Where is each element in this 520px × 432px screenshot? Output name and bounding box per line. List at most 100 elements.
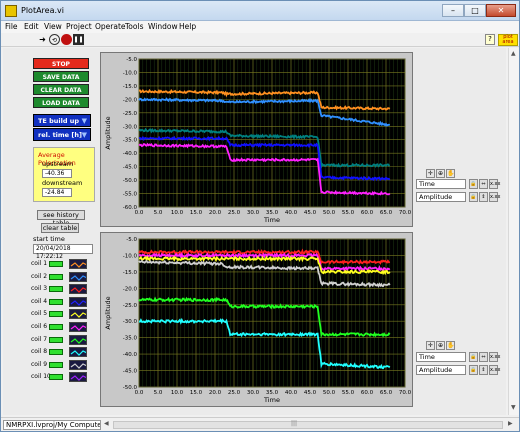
- coil-label: coil 4: [31, 297, 48, 305]
- autoscale-icon[interactable]: ⇕: [479, 365, 488, 375]
- coil-row: coil 6: [31, 322, 101, 332]
- scroll-down-icon[interactable]: ▼: [511, 404, 516, 411]
- coil-led[interactable]: [49, 261, 63, 267]
- coil-plot-style-swatch[interactable]: [69, 259, 87, 269]
- menu-view[interactable]: View: [44, 22, 62, 31]
- stop-button[interactable]: STOP: [33, 58, 89, 69]
- lock-icon[interactable]: 🔒: [469, 352, 478, 362]
- scroll-left-icon[interactable]: ◀: [104, 420, 109, 427]
- coil-led[interactable]: [49, 311, 63, 318]
- upper-graph-svg: 0.0 5.0 10.0 15.0 20.0 25.0 30.0 35.0 40.0 45.0 50…: [104, 57, 412, 224]
- format-icon[interactable]: x.xx: [489, 352, 501, 362]
- format-icon[interactable]: x.xx: [489, 179, 501, 189]
- coil-label: coil 8: [31, 348, 48, 356]
- clear-table-button[interactable]: clear table: [41, 223, 79, 233]
- coil-plot-style-swatch[interactable]: [69, 271, 87, 282]
- coil-led[interactable]: [49, 286, 63, 293]
- time-selector[interactable]: rel. time [h] ▼: [33, 128, 91, 141]
- legend-row-amplitude-lower[interactable]: Amplitude 🔒 ⇕ x.xx: [416, 365, 508, 375]
- x-tick-label: 30.0: [247, 390, 260, 396]
- save-data-button[interactable]: SAVE DATA: [33, 71, 89, 82]
- x-tick-label: 5.0: [154, 390, 163, 396]
- downstream-label: downstream: [42, 179, 83, 187]
- coil-led[interactable]: [49, 336, 63, 343]
- mode-selector-label: TE build up: [38, 117, 80, 125]
- legend-row-time-upper[interactable]: Time 🔒 ⇔ x.xx: [416, 179, 508, 189]
- scroll-up-icon[interactable]: ▲: [511, 50, 516, 57]
- load-data-button[interactable]: LOAD DATA: [33, 97, 89, 108]
- abort-icon[interactable]: [61, 34, 72, 45]
- menu-file[interactable]: File: [5, 22, 18, 31]
- coil-plot-style-swatch[interactable]: [69, 347, 87, 358]
- pan-hand-icon[interactable]: ✋: [446, 341, 455, 350]
- minimize-button[interactable]: –: [442, 4, 464, 17]
- coil-label: coil 7: [31, 335, 48, 343]
- coil-led[interactable]: [49, 298, 63, 305]
- maximize-button[interactable]: □: [464, 4, 486, 17]
- horizontal-scrollbar[interactable]: NMRPXI.lvproj/My Computer ◀ ||| ▶: [1, 417, 519, 431]
- legend-row-time-lower[interactable]: Time 🔒 ⇔ x.xx: [416, 352, 508, 362]
- autoscale-icon[interactable]: ⇔: [479, 352, 488, 362]
- y-tick-label: -5.0: [126, 237, 137, 243]
- coil-row: coil 8: [31, 347, 101, 358]
- coil-plot-style-swatch[interactable]: [69, 284, 87, 295]
- autoscale-icon[interactable]: ⇔: [479, 179, 488, 189]
- menu-project[interactable]: Project: [66, 22, 92, 31]
- coil-plot-style-swatch[interactable]: [69, 359, 87, 370]
- run-continuous-icon[interactable]: ⟲: [49, 34, 60, 45]
- series-line: [138, 296, 391, 339]
- coil-led[interactable]: [49, 361, 63, 368]
- pan-hand-icon[interactable]: ✋: [446, 169, 455, 178]
- lock-icon[interactable]: 🔒: [469, 192, 478, 202]
- upper-waveform-graph[interactable]: 0.0 5.0 10.0 15.0 20.0 25.0 30.0 35.0 40.0 45.0 50…: [100, 52, 413, 227]
- scroll-right-icon[interactable]: ▶: [508, 420, 513, 427]
- pause-icon[interactable]: ❚❚: [73, 34, 84, 45]
- lock-icon[interactable]: 🔒: [469, 365, 478, 375]
- y-tick-label: -25.0: [123, 303, 138, 309]
- menu-tools[interactable]: Tools: [125, 22, 144, 31]
- lower-waveform-graph[interactable]: 0.0 5.0 10.0 15.0 20.0 25.0 30.0 35.0 40.0 45.0 50…: [100, 232, 413, 407]
- coil-plot-style-swatch[interactable]: [69, 309, 87, 320]
- x-tick-label: 35.0: [266, 210, 279, 216]
- coil-label: coil 6: [31, 323, 48, 330]
- coil-plot-style-swatch[interactable]: [69, 372, 87, 383]
- coil-plot-style-swatch[interactable]: [69, 322, 87, 332]
- scale-legend-name: Time: [416, 179, 466, 189]
- coil-led[interactable]: [49, 324, 63, 330]
- x-tick-label: 30.0: [247, 210, 260, 216]
- mode-selector[interactable]: TE build up ▼: [33, 114, 91, 127]
- zoom-icon[interactable]: ⊕: [436, 341, 445, 350]
- clear-data-button[interactable]: CLEAR DATA: [33, 84, 89, 95]
- coil-row: coil 3: [31, 284, 101, 295]
- cursor-move-icon[interactable]: ✛: [426, 341, 435, 350]
- coil-led[interactable]: [49, 374, 63, 381]
- x-tick-label: 45.0: [304, 390, 317, 396]
- legend-row-amplitude-upper[interactable]: Amplitude 🔒 ⇕ x.xx: [416, 192, 508, 202]
- menu-window[interactable]: Window: [148, 22, 178, 31]
- help-icon[interactable]: ?: [485, 34, 495, 45]
- menu-help[interactable]: Help: [179, 22, 197, 31]
- autoscale-icon[interactable]: ⇕: [479, 192, 488, 202]
- see-history-table-button[interactable]: see history table: [37, 210, 85, 227]
- format-icon[interactable]: x.xx: [489, 365, 501, 375]
- menu-edit[interactable]: Edit: [24, 22, 39, 31]
- coil-led[interactable]: [49, 273, 63, 280]
- run-arrow-icon[interactable]: ➜: [39, 35, 46, 44]
- scroll-thumb[interactable]: [113, 421, 503, 429]
- title-bar[interactable]: PlotArea.vi – □ ✕: [1, 1, 519, 21]
- menu-operate[interactable]: Operate: [95, 22, 126, 31]
- y-tick-label: -50.0: [123, 178, 138, 184]
- coil-plot-style-swatch[interactable]: [69, 334, 87, 345]
- x-tick-label: 0.0: [135, 390, 144, 396]
- lock-icon[interactable]: 🔒: [469, 179, 478, 189]
- coil-plot-style-swatch[interactable]: [69, 296, 87, 307]
- zoom-icon[interactable]: ⊕: [436, 169, 445, 178]
- close-button[interactable]: ✕: [486, 4, 516, 17]
- coil-led[interactable]: [49, 349, 63, 356]
- format-icon[interactable]: x.xx: [489, 192, 501, 202]
- window-title: PlotArea.vi: [21, 6, 64, 15]
- cursor-move-icon[interactable]: ✛: [426, 169, 435, 178]
- y-axis-label: Amplitude: [104, 116, 112, 149]
- lower-graph-svg: 0.0 5.0 10.0 15.0 20.0 25.0 30.0 35.0 40.0 45.0 50…: [104, 237, 412, 404]
- vertical-scrollbar[interactable]: ▲ ▼: [508, 48, 519, 415]
